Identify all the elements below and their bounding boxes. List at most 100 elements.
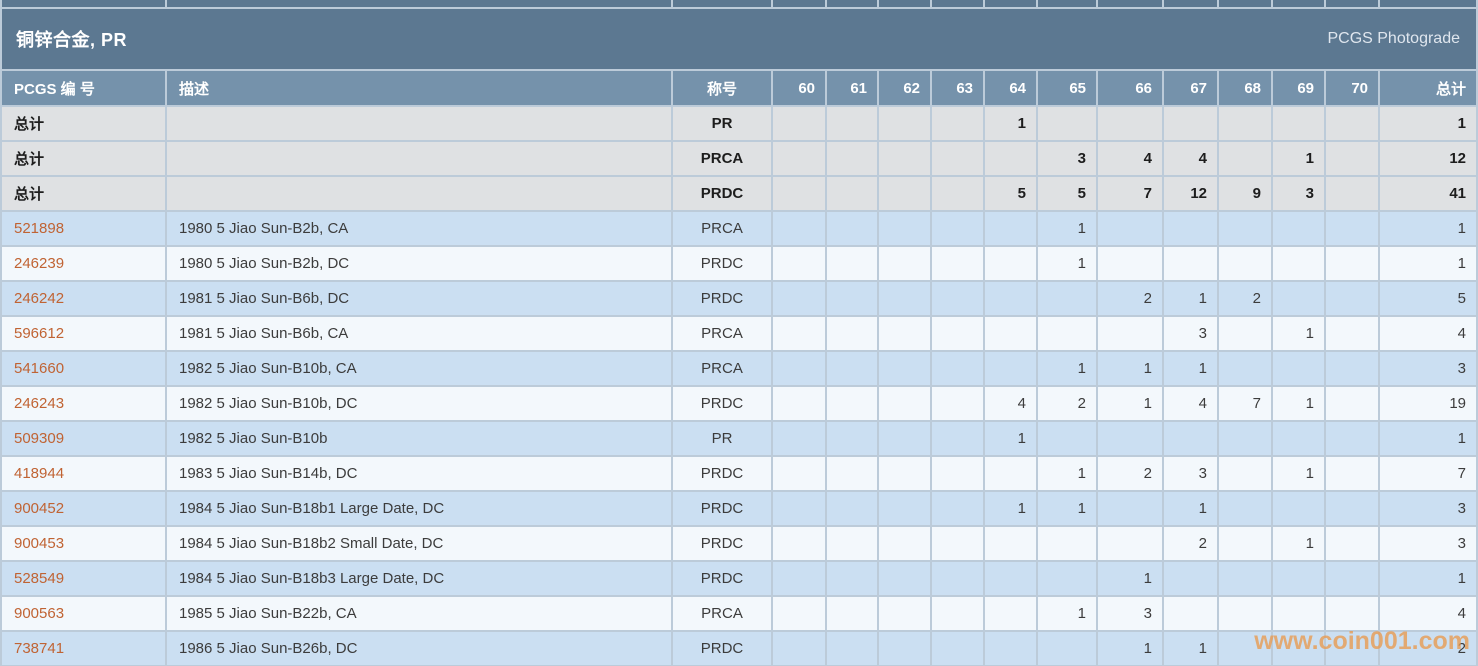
column-header-designation: 称号 (673, 71, 771, 105)
cell-grade-65 (1038, 107, 1096, 140)
pcgs-photograde-link[interactable]: PCGS Photograde (1327, 30, 1460, 47)
cell-grade-61 (827, 597, 877, 630)
cell-pcgs-number: 521898 (2, 212, 165, 245)
cell-grade-68 (1219, 632, 1271, 665)
cell-grade-66 (1098, 492, 1162, 525)
cell-grade-70 (1326, 492, 1378, 525)
cell-description: 1982 5 Jiao Sun-B10b, DC (167, 387, 671, 420)
pcgs-number-link[interactable]: 521898 (14, 220, 65, 237)
cell-grade-70 (1326, 107, 1378, 140)
cell-grade-63 (932, 597, 983, 630)
cell-description: 1984 5 Jiao Sun-B18b2 Small Date, DC (167, 527, 671, 560)
cell-pcgs-number: 246239 (2, 247, 165, 280)
pcgs-number-link[interactable]: 596612 (14, 325, 65, 342)
cell-grade-62 (879, 492, 930, 525)
column-header-grade-68: 68 (1219, 71, 1271, 105)
cell-designation: PR (673, 107, 771, 140)
cell-designation: PRCA (673, 597, 771, 630)
table-row: 596612 1981 5 Jiao Sun-B6b, CA PRCA 3 1 4 (2, 317, 1476, 350)
cell-grade-63 (932, 387, 983, 420)
pcgs-number-link[interactable]: 246243 (14, 395, 65, 412)
cell-pcgs-number: 900452 (2, 492, 165, 525)
cell-grade-60 (773, 597, 825, 630)
pcgs-number-link[interactable]: 900563 (14, 605, 65, 622)
cell-total: 1 (1380, 422, 1476, 455)
cell-grade-66 (1098, 422, 1162, 455)
cell-grade-62 (879, 632, 930, 665)
pcgs-number-link[interactable]: 900452 (14, 500, 65, 517)
population-table: PCGS 编 号 描述 称号 60 61 62 63 64 65 66 67 6… (0, 69, 1478, 666)
cell-total: 41 (1380, 177, 1476, 210)
cell-grade-66: 1 (1098, 387, 1162, 420)
cell-grade-61 (827, 352, 877, 385)
pcgs-number-link[interactable]: 900453 (14, 535, 65, 552)
cell-grade-67: 2 (1164, 527, 1217, 560)
cell-grade-69: 1 (1273, 527, 1324, 560)
cell-summary-label: 总计 (2, 107, 165, 140)
cell-description: 1986 5 Jiao Sun-B26b, DC (167, 632, 671, 665)
table-row: 738741 1986 5 Jiao Sun-B26b, DC PRDC 1 1 2 (2, 632, 1476, 665)
cell-grade-65: 2 (1038, 387, 1096, 420)
cell-description: 1983 5 Jiao Sun-B14b, DC (167, 457, 671, 490)
table-body: 总计 PR 1 1 总计 PRCA 3 4 4 1 12 总计 PRDC 5 5 7 12 9 3 41 521898 1… (2, 107, 1476, 665)
cell-grade-63 (932, 352, 983, 385)
cell-grade-67 (1164, 107, 1217, 140)
cell-grade-62 (879, 422, 930, 455)
cell-grade-70 (1326, 527, 1378, 560)
cell-grade-60 (773, 317, 825, 350)
pcgs-number-link[interactable]: 418944 (14, 465, 65, 482)
pcgs-number-link[interactable]: 246239 (14, 255, 65, 272)
cell-pcgs-number: 528549 (2, 562, 165, 595)
pcgs-number-link[interactable]: 246242 (14, 290, 65, 307)
cell-grade-68: 9 (1219, 177, 1271, 210)
cell-pcgs-number: 246242 (2, 282, 165, 315)
cell-summary-label: 总计 (2, 142, 165, 175)
cell-grade-62 (879, 352, 930, 385)
cell-grade-62 (879, 597, 930, 630)
cell-description: 1982 5 Jiao Sun-B10b, CA (167, 352, 671, 385)
column-header-grade-70: 70 (1326, 71, 1378, 105)
cell-grade-66: 1 (1098, 632, 1162, 665)
cell-grade-61 (827, 212, 877, 245)
cell-grade-70 (1326, 457, 1378, 490)
pcgs-number-link[interactable]: 738741 (14, 640, 65, 657)
cell-grade-61 (827, 177, 877, 210)
table-header-row: PCGS 编 号 描述 称号 60 61 62 63 64 65 66 67 6… (2, 71, 1476, 105)
cell-pcgs-number: 596612 (2, 317, 165, 350)
cell-grade-61 (827, 247, 877, 280)
cell-grade-68: 2 (1219, 282, 1271, 315)
cell-grade-62 (879, 107, 930, 140)
cell-grade-68 (1219, 562, 1271, 595)
cell-description: 1984 5 Jiao Sun-B18b1 Large Date, DC (167, 492, 671, 525)
cell-grade-64 (985, 562, 1036, 595)
cell-grade-70 (1326, 212, 1378, 245)
cell-grade-65: 1 (1038, 457, 1096, 490)
cell-grade-64 (985, 142, 1036, 175)
cell-grade-68 (1219, 457, 1271, 490)
table-row: 246243 1982 5 Jiao Sun-B10b, DC PRDC 4 2 1 4 7 1… (2, 387, 1476, 420)
cell-description (167, 107, 671, 140)
cell-total: 5 (1380, 282, 1476, 315)
pcgs-number-link[interactable]: 528549 (14, 570, 65, 587)
cell-grade-60 (773, 352, 825, 385)
pcgs-number-link[interactable]: 541660 (14, 360, 65, 377)
cell-grade-60 (773, 527, 825, 560)
cell-grade-67: 1 (1164, 282, 1217, 315)
cell-grade-69 (1273, 632, 1324, 665)
cell-grade-68 (1219, 597, 1271, 630)
cell-grade-64: 4 (985, 387, 1036, 420)
cell-grade-61 (827, 282, 877, 315)
cell-grade-62 (879, 247, 930, 280)
cell-grade-62 (879, 387, 930, 420)
cell-grade-68 (1219, 422, 1271, 455)
cell-pcgs-number: 246243 (2, 387, 165, 420)
cell-grade-63 (932, 492, 983, 525)
cell-grade-65: 3 (1038, 142, 1096, 175)
cell-grade-61 (827, 422, 877, 455)
cell-grade-65 (1038, 562, 1096, 595)
summary-row: 总计 PR 1 1 (2, 107, 1476, 140)
cell-grade-69 (1273, 562, 1324, 595)
section-title: 铜锌合金, PR (16, 30, 128, 50)
pcgs-number-link[interactable]: 509309 (14, 430, 65, 447)
column-header-grade-64: 64 (985, 71, 1036, 105)
